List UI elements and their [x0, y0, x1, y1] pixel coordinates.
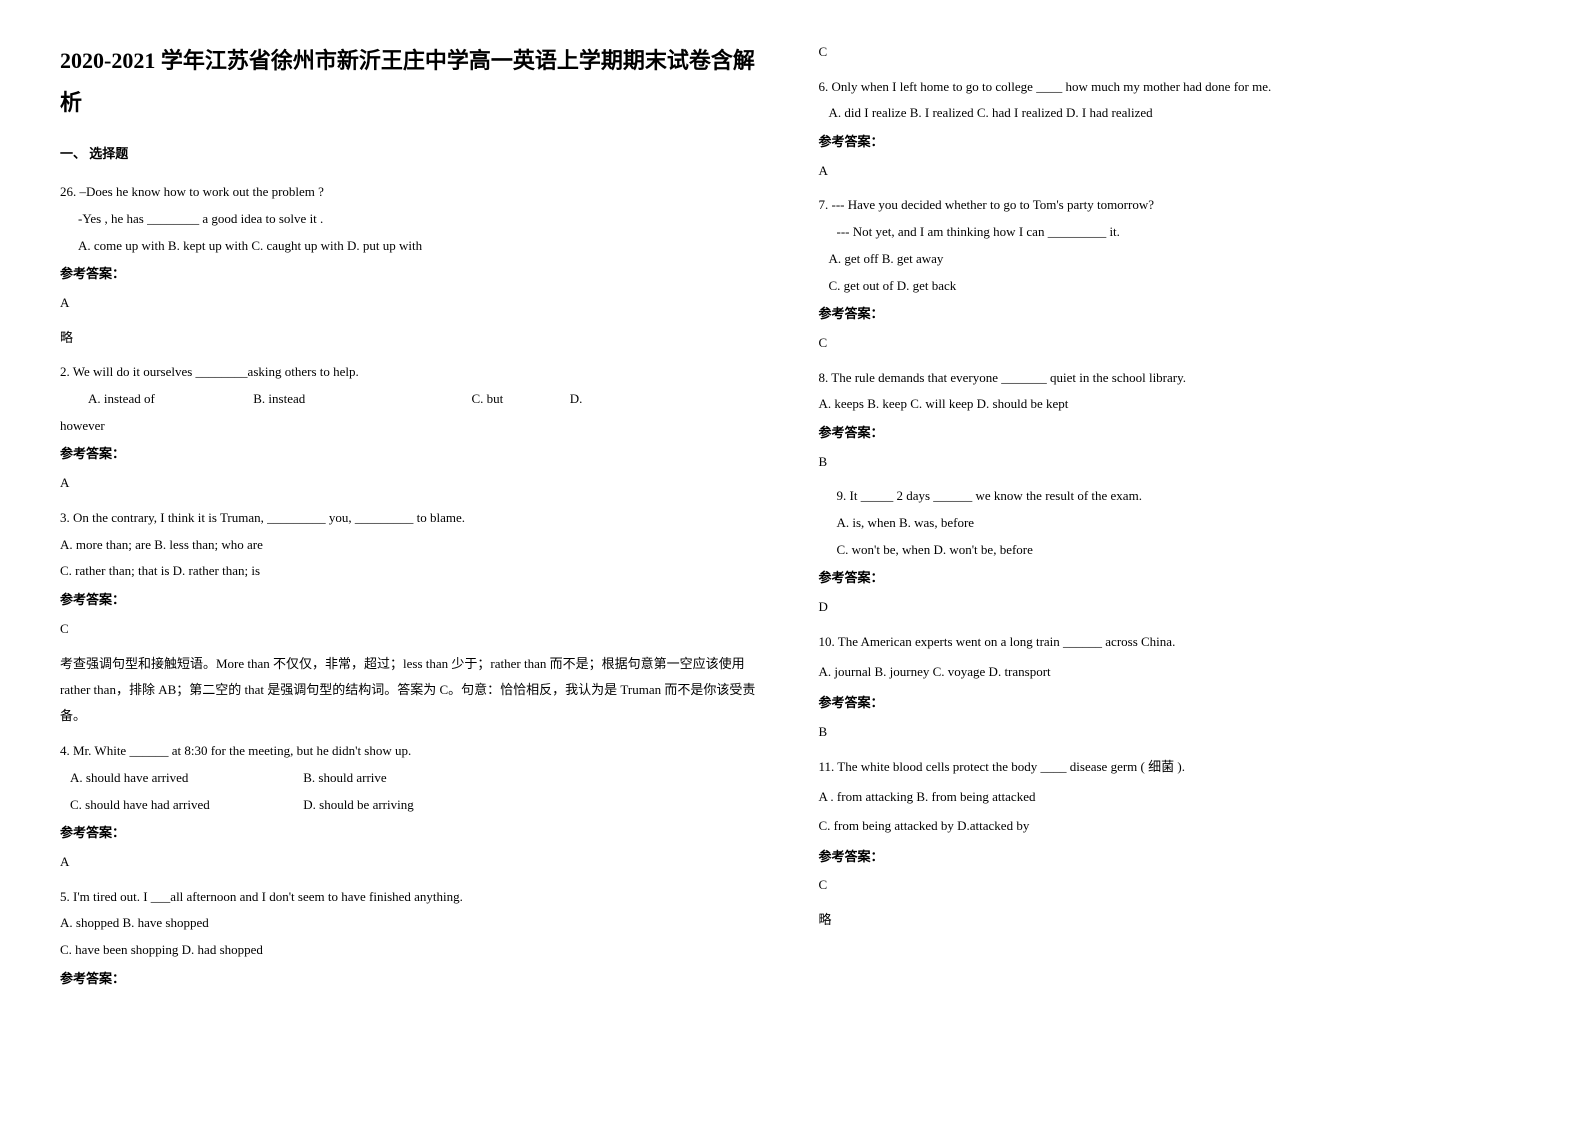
answer-value: C: [819, 873, 1528, 898]
question-10: 10. The American experts went on a long …: [819, 630, 1528, 685]
options-line1: A. shopped B. have shopped: [60, 911, 769, 936]
answer-value: D: [819, 595, 1528, 620]
options: A. come up with B. kept up with C. caugh…: [60, 234, 769, 259]
answer-value: C: [60, 617, 769, 642]
right-column: C 6. Only when I left home to go to coll…: [819, 40, 1528, 995]
question-text: 7. --- Have you decided whether to go to…: [819, 193, 1528, 218]
left-column: 2020-2021 学年江苏省徐州市新沂王庄中学高一英语上学期期末试卷含解析 一…: [60, 40, 769, 995]
question-text: 10. The American experts went on a long …: [819, 630, 1528, 655]
question-text: 5. I'm tired out. I ___all afternoon and…: [60, 885, 769, 910]
options-line1: A. is, when B. was, before: [819, 511, 1528, 536]
question-text: 4. Mr. White ______ at 8:30 for the meet…: [60, 739, 769, 764]
option-d-cont: however: [60, 414, 769, 439]
answer-label: 参考答案：: [60, 442, 769, 467]
answer-label: 参考答案：: [819, 421, 1528, 446]
option-d: D.: [570, 387, 583, 412]
explanation: 考查强调句型和接触短语。More than 不仅仅，非常，超过；less tha…: [60, 651, 769, 729]
question-8: 8. The rule demands that everyone ______…: [819, 366, 1528, 417]
question-4: 4. Mr. White ______ at 8:30 for the meet…: [60, 739, 769, 817]
option-a: A. should have arrived: [70, 766, 300, 791]
answer-value: B: [819, 450, 1528, 475]
question-2: 2. We will do it ourselves ________askin…: [60, 360, 769, 438]
answer-label: 参考答案：: [819, 691, 1528, 716]
options-line1: A. get off B. get away: [819, 247, 1528, 272]
question-text: 2. We will do it ourselves ________askin…: [60, 360, 769, 385]
question-5: 5. I'm tired out. I ___all afternoon and…: [60, 885, 769, 963]
answer-label: 参考答案：: [60, 262, 769, 287]
exam-title: 2020-2021 学年江苏省徐州市新沂王庄中学高一英语上学期期末试卷含解析: [60, 40, 769, 124]
options-line1: A. should have arrived B. should arrive: [60, 766, 769, 791]
options: A. instead of B. instead C. but D.: [60, 387, 769, 412]
options-line2: C. rather than; that is D. rather than; …: [60, 559, 769, 584]
answer-value: A: [60, 471, 769, 496]
options: A. journal B. journey C. voyage D. trans…: [819, 660, 1528, 685]
options-line2: C. have been shopping D. had shopped: [60, 938, 769, 963]
question-6: 6. Only when I left home to go to colleg…: [819, 75, 1528, 126]
option-c: C. should have had arrived: [70, 793, 300, 818]
answer-value: A: [60, 850, 769, 875]
question-text: 26. –Does he know how to work out the pr…: [60, 180, 769, 205]
options: A. keeps B. keep C. will keep D. should …: [819, 392, 1528, 417]
question-text: 6. Only when I left home to go to colleg…: [819, 75, 1528, 100]
answer-label: 参考答案：: [819, 130, 1528, 155]
answer-value: A: [819, 159, 1528, 184]
options-line2: C. get out of D. get back: [819, 274, 1528, 299]
answer-label: 参考答案：: [60, 821, 769, 846]
question-3: 3. On the contrary, I think it is Truman…: [60, 506, 769, 584]
option-d: D. should be arriving: [303, 793, 413, 818]
answer-value: A: [60, 291, 769, 316]
options-line1: A . from attacking B. from being attacke…: [819, 785, 1528, 810]
option-b: B. should arrive: [303, 766, 386, 791]
options-line2: C. should have had arrived D. should be …: [60, 793, 769, 818]
option-a: A. instead of: [60, 387, 250, 412]
question-text-line2: -Yes , he has ________ a good idea to so…: [60, 207, 769, 232]
section-heading: 一、 选择题: [60, 142, 769, 167]
exam-page: 2020-2021 学年江苏省徐州市新沂王庄中学高一英语上学期期末试卷含解析 一…: [60, 40, 1527, 995]
answer-note: 略: [819, 908, 1528, 933]
options-line1: A. more than; are B. less than; who are: [60, 533, 769, 558]
question-text: 3. On the contrary, I think it is Truman…: [60, 506, 769, 531]
options-line2: C. from being attacked by D.attacked by: [819, 814, 1528, 839]
options-line2: C. won't be, when D. won't be, before: [819, 538, 1528, 563]
answer-value: C: [819, 40, 1528, 65]
answer-label: 参考答案：: [819, 845, 1528, 870]
answer-label: 参考答案：: [60, 967, 769, 992]
option-b: B. instead: [253, 387, 468, 412]
answer-label: 参考答案：: [60, 588, 769, 613]
question-7: 7. --- Have you decided whether to go to…: [819, 193, 1528, 298]
answer-label: 参考答案：: [819, 566, 1528, 591]
option-c: C. but: [472, 387, 567, 412]
answer-note: 略: [60, 326, 769, 351]
question-text-line2: --- Not yet, and I am thinking how I can…: [819, 220, 1528, 245]
question-text: 11. The white blood cells protect the bo…: [819, 755, 1528, 780]
question-text: 8. The rule demands that everyone ______…: [819, 366, 1528, 391]
question-26: 26. –Does he know how to work out the pr…: [60, 180, 769, 258]
question-9: 9. It _____ 2 days ______ we know the re…: [819, 484, 1528, 562]
answer-value: B: [819, 720, 1528, 745]
answer-value: C: [819, 331, 1528, 356]
options: A. did I realize B. I realized C. had I …: [819, 101, 1528, 126]
question-text: 9. It _____ 2 days ______ we know the re…: [819, 484, 1528, 509]
question-11: 11. The white blood cells protect the bo…: [819, 755, 1528, 839]
answer-label: 参考答案：: [819, 302, 1528, 327]
